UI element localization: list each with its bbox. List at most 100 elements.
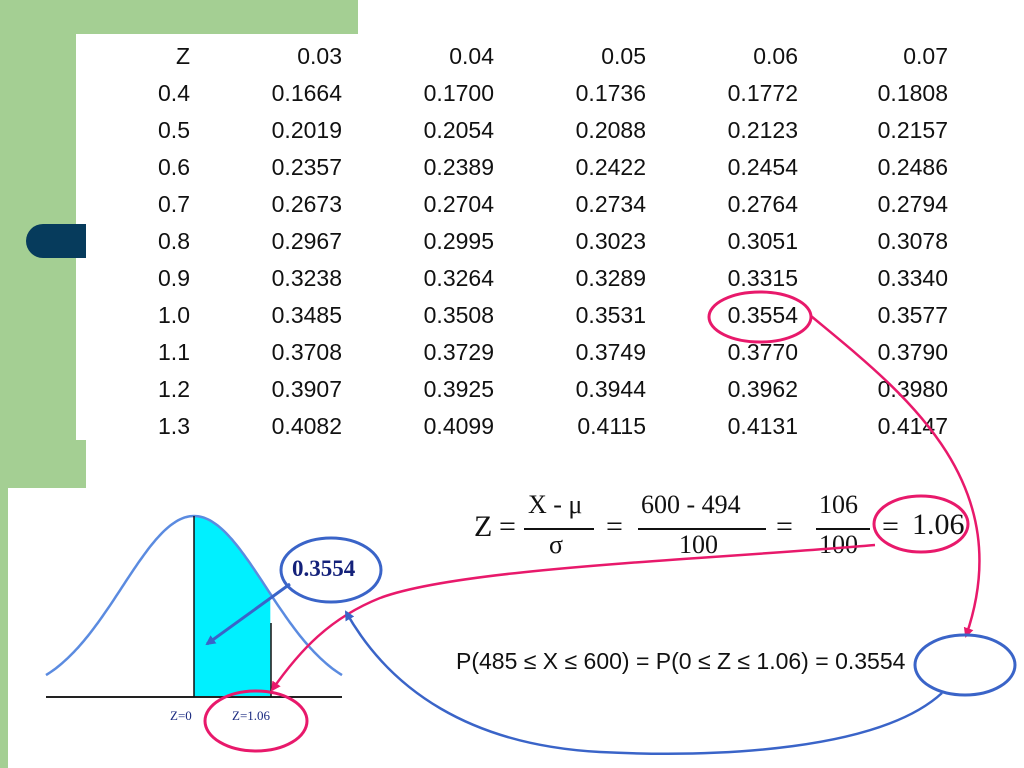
- table-row: 0.6 0.2357 0.2389 0.2422 0.2454 0.2486: [80, 149, 960, 186]
- arrow-area-to-region: [205, 582, 291, 646]
- probability-cell: 0.2422: [575, 154, 646, 180]
- z-value-cell: 0.6: [158, 154, 190, 180]
- header-cell: 0.04: [449, 43, 494, 69]
- probability-cell: 0.3508: [423, 302, 494, 328]
- formula-denominator-3: 100: [819, 530, 858, 559]
- probability-cell: 0.2157: [877, 117, 948, 143]
- fraction-bar: [816, 528, 870, 530]
- arrow-table-to-answer: [810, 315, 981, 638]
- probability-cell: 0.2054: [423, 117, 494, 143]
- probability-cell: 0.1808: [877, 80, 948, 106]
- probability-cell: 0.3531: [575, 302, 646, 328]
- table-row: 1.3 0.4082 0.4099 0.4115 0.4131 0.4147: [80, 408, 960, 445]
- probability-cell: 0.2794: [877, 191, 948, 217]
- green-notch: [76, 440, 86, 488]
- probability-cell: 0.2673: [271, 191, 342, 217]
- highlight-circle-area: [279, 536, 383, 604]
- probability-cell: 0.3078: [877, 228, 948, 254]
- highlight-circle-answer: [913, 633, 1017, 697]
- formula-denominator-1: σ: [549, 530, 564, 559]
- formula-equals: =: [499, 510, 516, 543]
- probability-cell: 0.2967: [271, 228, 342, 254]
- formula-z: Z: [474, 510, 493, 543]
- z-value-cell: 0.4: [158, 80, 190, 106]
- probability-cell: 0.3980: [877, 376, 948, 402]
- probability-statement: P(485 ≤ X ≤ 600) = P(0 ≤ Z ≤ 1.06) = 0.3…: [456, 648, 905, 675]
- probability-cell: 0.3925: [423, 376, 494, 402]
- probability-cell: 0.3051: [727, 228, 798, 254]
- probability-cell: 0.1736: [575, 80, 646, 106]
- probability-cell: 0.2734: [575, 191, 646, 217]
- probability-cell: 0.4131: [727, 413, 798, 439]
- formula-equals: =: [776, 510, 793, 543]
- formula-numerator-1: X - μ: [528, 490, 583, 519]
- table-row: 0.8 0.2967 0.2995 0.3023 0.3051 0.3078: [80, 223, 960, 260]
- probability-cell: 0.3315: [727, 265, 798, 291]
- probability-text: P(485 ≤ X ≤ 600) = P(0 ≤ Z ≤ 1.06) =: [456, 648, 836, 674]
- header-cell: 0.05: [601, 43, 646, 69]
- z-value-cell: 1.2: [158, 376, 190, 402]
- table-header-row: Z 0.03 0.04 0.05 0.06 0.07: [80, 38, 960, 75]
- formula-result: 1.06: [912, 508, 965, 541]
- z-value-cell: 1.3: [158, 413, 190, 439]
- probability-cell: 0.3340: [877, 265, 948, 291]
- probability-cell: 0.2764: [727, 191, 798, 217]
- probability-cell: 0.3238: [271, 265, 342, 291]
- z-value-cell: 0.8: [158, 228, 190, 254]
- highlight-circle-z-label: [203, 689, 309, 753]
- highlight-circle-z-result: [872, 494, 970, 554]
- probability-cell: 0.3907: [271, 376, 342, 402]
- probability-answer: 0.3554: [835, 648, 906, 674]
- probability-cell: 0.3944: [575, 376, 646, 402]
- probability-cell: 0.4115: [577, 413, 646, 439]
- probability-cell: 0.2357: [271, 154, 342, 180]
- formula-equals: =: [606, 510, 623, 543]
- arrow-z-to-curve: [270, 543, 876, 692]
- z-value-cell: 0.7: [158, 191, 190, 217]
- fraction-bar: [524, 528, 594, 530]
- navy-pill-decoration: [26, 224, 86, 258]
- probability-cell: 0.2088: [575, 117, 646, 143]
- probability-cell: 0.1664: [271, 80, 342, 106]
- header-cell: Z: [175, 43, 190, 69]
- z-value-cell: 1.0: [158, 302, 190, 328]
- probability-cell: 0.2454: [727, 154, 798, 180]
- probability-cell: 0.4147: [877, 413, 948, 439]
- probability-cell: 0.2019: [271, 117, 342, 143]
- arrow-answer-to-area: [344, 610, 943, 755]
- shaded-area: [194, 516, 271, 697]
- probability-cell: 0.1772: [727, 80, 798, 106]
- highlight-circle-table-value: [707, 290, 813, 344]
- table-row: 1.0 0.3485 0.3508 0.3531 0.3554 0.3577: [80, 297, 960, 334]
- probability-cell: 0.2486: [877, 154, 948, 180]
- probability-cell: 0.3289: [575, 265, 646, 291]
- area-value-label: 0.3554: [292, 556, 356, 581]
- table-row: 0.5 0.2019 0.2054 0.2088 0.2123 0.2157: [80, 112, 960, 149]
- formula-denominator-2: 100: [679, 530, 718, 559]
- z-value-cell: 0.9: [158, 265, 190, 291]
- table-row: 0.7 0.2673 0.2704 0.2734 0.2764 0.2794: [80, 186, 960, 223]
- formula-equals: =: [882, 510, 899, 543]
- probability-cell: 0.4082: [271, 413, 342, 439]
- header-cell: 0.03: [297, 43, 342, 69]
- probability-cell: 0.3790: [877, 339, 948, 365]
- formula-numerator-2: 600 - 494: [641, 490, 741, 519]
- probability-cell: 0.2389: [423, 154, 494, 180]
- z106-label: Z=1.06: [232, 708, 271, 723]
- probability-cell: 0.3554: [727, 302, 798, 328]
- probability-cell: 0.1700: [423, 80, 494, 106]
- formula-numerator-3: 106: [819, 490, 858, 519]
- probability-cell: 0.3577: [877, 302, 948, 328]
- table-row: 0.9 0.3238 0.3264 0.3289 0.3315 0.3340: [80, 260, 960, 297]
- probability-cell: 0.3729: [423, 339, 494, 365]
- probability-cell: 0.3264: [423, 265, 494, 291]
- z0-label: Z=0: [170, 708, 192, 723]
- probability-cell: 0.3962: [727, 376, 798, 402]
- probability-cell: 0.2123: [727, 117, 798, 143]
- table-row: 1.2 0.3907 0.3925 0.3944 0.3962 0.3980: [80, 371, 960, 408]
- header-cell: 0.06: [753, 43, 798, 69]
- header-cell: 0.07: [903, 43, 948, 69]
- fraction-bar: [638, 528, 766, 530]
